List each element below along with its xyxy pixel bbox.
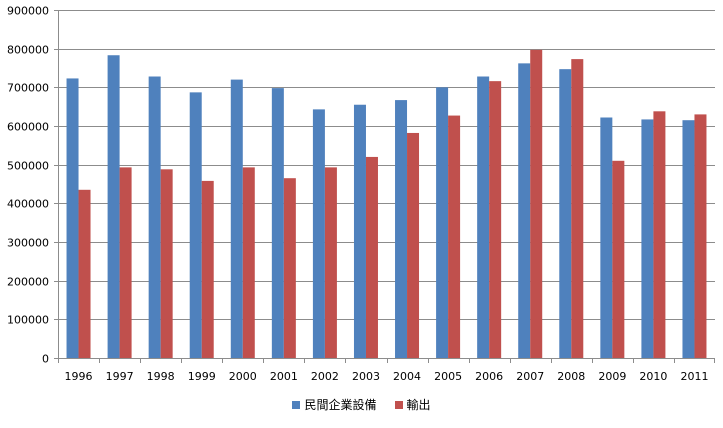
- bar-series-1-1996: [78, 189, 91, 358]
- x-tick-label: 2010: [639, 370, 667, 383]
- legend-swatch-series-1: [394, 400, 403, 409]
- legend-item-series-1: 輸出: [394, 396, 431, 413]
- x-tick-label: 1998: [147, 370, 175, 383]
- bar-series-0-2000: [230, 79, 243, 358]
- bar-series-0-1998: [148, 76, 161, 359]
- legend: 民間企業設備 輸出: [0, 396, 723, 413]
- y-tick-label: 400000: [7, 198, 49, 211]
- y-tick-label: 100000: [7, 314, 49, 327]
- x-tick-label: 2000: [229, 370, 257, 383]
- bar-series-1-2008: [571, 59, 584, 359]
- x-tick-label: 1999: [188, 370, 216, 383]
- y-tick-label: 600000: [7, 121, 49, 134]
- y-tick-label: 500000: [7, 160, 49, 173]
- bar-series-0-2009: [600, 117, 613, 358]
- bar-series-0-2010: [641, 119, 654, 358]
- bar-series-0-2008: [559, 69, 572, 358]
- x-tick-label: 2008: [557, 370, 585, 383]
- bar-series-1-2009: [612, 160, 625, 358]
- x-tick-label: 2006: [475, 370, 503, 383]
- bar-series-0-2003: [353, 104, 366, 358]
- bar-series-0-2004: [395, 100, 408, 359]
- bar-series-1-2005: [448, 115, 461, 358]
- x-tick-label: 1996: [65, 370, 93, 383]
- bar-series-0-2007: [518, 63, 531, 359]
- bar-series-1-2010: [653, 111, 666, 358]
- bar-series-1-2004: [407, 132, 420, 358]
- bar-series-0-2005: [436, 87, 449, 358]
- bar-series-1-2006: [489, 81, 502, 358]
- y-tick-label: 200000: [7, 276, 49, 289]
- bar-series-1-2007: [530, 49, 543, 359]
- y-tick-label: 800000: [7, 44, 49, 57]
- x-tick-label: 2004: [393, 370, 421, 383]
- legend-item-series-0: 民間企業設備: [292, 396, 377, 413]
- legend-label-series-1: 輸出: [406, 398, 431, 412]
- bar-series-1-2001: [283, 178, 296, 358]
- bar-series-1-1999: [201, 180, 214, 358]
- bar-series-0-1999: [189, 92, 202, 359]
- legend-swatch-series-0: [292, 400, 301, 409]
- x-tick-label: 2005: [434, 370, 462, 383]
- y-tick-label: 900000: [7, 5, 49, 18]
- x-tick-label: 2009: [598, 370, 626, 383]
- x-tick-label: 2002: [311, 370, 339, 383]
- x-tick-label: 2001: [270, 370, 298, 383]
- y-tick-label: 0: [42, 353, 49, 366]
- bar-series-0-2001: [271, 88, 284, 359]
- x-tick-label: 2011: [680, 370, 708, 383]
- bar-series-0-1996: [66, 78, 79, 358]
- y-tick-labels: 0 100000 200000 300000 400000 500000 600000 700…: [7, 5, 49, 366]
- bar-series-1-2002: [324, 167, 337, 358]
- bar-series-0-2006: [477, 76, 490, 359]
- y-tick-label: 300000: [7, 237, 49, 250]
- x-tick-label: 2007: [516, 370, 544, 383]
- bar-series-1-2003: [365, 156, 378, 358]
- legend-label-series-0: 民間企業設備: [304, 398, 377, 412]
- bar-series-1-1997: [119, 167, 132, 358]
- axes: [54, 10, 715, 363]
- x-tick-label: 2003: [352, 370, 380, 383]
- bar-series-0-1997: [107, 55, 120, 359]
- bar-series-1-2000: [242, 167, 255, 358]
- bar-series-1-2011: [694, 114, 707, 359]
- y-tick-label: 700000: [7, 82, 49, 95]
- bars: [66, 49, 707, 359]
- x-tick-labels: 1996 1997 1998 1999 2000 2001 2002 2003 2004 2005…: [65, 370, 709, 383]
- bar-series-0-2011: [682, 120, 695, 358]
- bar-series-1-1998: [160, 169, 173, 358]
- x-tick-label: 1997: [106, 370, 134, 383]
- bar-series-0-2002: [312, 109, 325, 358]
